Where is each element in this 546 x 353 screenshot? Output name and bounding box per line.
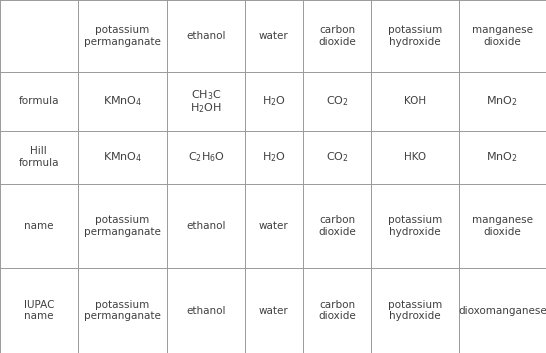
Text: $\mathregular{H_2OH}$: $\mathregular{H_2OH}$ — [191, 101, 222, 115]
Text: $\mathregular{C_2H_6O}$: $\mathregular{C_2H_6O}$ — [188, 150, 225, 164]
Text: potassium: potassium — [96, 25, 150, 35]
Text: dioxide: dioxide — [318, 227, 356, 237]
Text: $\mathregular{CO_2}$: $\mathregular{CO_2}$ — [325, 150, 348, 164]
Text: $\mathregular{MnO_2}$: $\mathregular{MnO_2}$ — [486, 150, 518, 164]
Text: hydroxide: hydroxide — [389, 311, 441, 322]
Text: hydroxide: hydroxide — [389, 227, 441, 237]
Text: dioxide: dioxide — [318, 311, 356, 322]
Text: potassium: potassium — [388, 300, 442, 310]
Text: potassium: potassium — [96, 215, 150, 225]
Text: dioxide: dioxide — [318, 37, 356, 47]
Text: $\mathregular{H_2O}$: $\mathregular{H_2O}$ — [262, 150, 286, 164]
Text: ethanol: ethanol — [187, 221, 226, 231]
Text: water: water — [259, 306, 289, 316]
Text: permanganate: permanganate — [84, 311, 161, 322]
Text: hydroxide: hydroxide — [389, 37, 441, 47]
Text: $\mathregular{KMnO_4}$: $\mathregular{KMnO_4}$ — [103, 150, 142, 164]
Text: water: water — [259, 31, 289, 41]
Text: $\mathregular{H_2O}$: $\mathregular{H_2O}$ — [262, 95, 286, 108]
Text: potassium: potassium — [96, 300, 150, 310]
Text: water: water — [259, 221, 289, 231]
Text: carbon: carbon — [319, 215, 355, 225]
Text: dioxide: dioxide — [483, 37, 521, 47]
Text: name: name — [24, 221, 54, 231]
Text: ethanol: ethanol — [187, 31, 226, 41]
Text: Hill: Hill — [31, 146, 47, 156]
Text: KOH: KOH — [404, 96, 426, 107]
Text: IUPAC: IUPAC — [23, 300, 54, 310]
Text: manganese: manganese — [472, 215, 533, 225]
Text: carbon: carbon — [319, 300, 355, 310]
Text: permanganate: permanganate — [84, 227, 161, 237]
Text: ethanol: ethanol — [187, 306, 226, 316]
Text: dioxide: dioxide — [483, 227, 521, 237]
Text: $\mathregular{CH_3C}$: $\mathregular{CH_3C}$ — [191, 88, 222, 102]
Text: manganese: manganese — [472, 25, 533, 35]
Text: formula: formula — [19, 158, 59, 168]
Text: $\mathregular{CO_2}$: $\mathregular{CO_2}$ — [325, 95, 348, 108]
Text: name: name — [24, 311, 54, 322]
Text: $\mathregular{KMnO_4}$: $\mathregular{KMnO_4}$ — [103, 95, 142, 108]
Text: HKO: HKO — [404, 152, 426, 162]
Text: potassium: potassium — [388, 215, 442, 225]
Text: formula: formula — [19, 96, 59, 107]
Text: potassium: potassium — [388, 25, 442, 35]
Text: carbon: carbon — [319, 25, 355, 35]
Text: dioxomanganese: dioxomanganese — [458, 306, 546, 316]
Text: permanganate: permanganate — [84, 37, 161, 47]
Text: $\mathregular{MnO_2}$: $\mathregular{MnO_2}$ — [486, 95, 518, 108]
